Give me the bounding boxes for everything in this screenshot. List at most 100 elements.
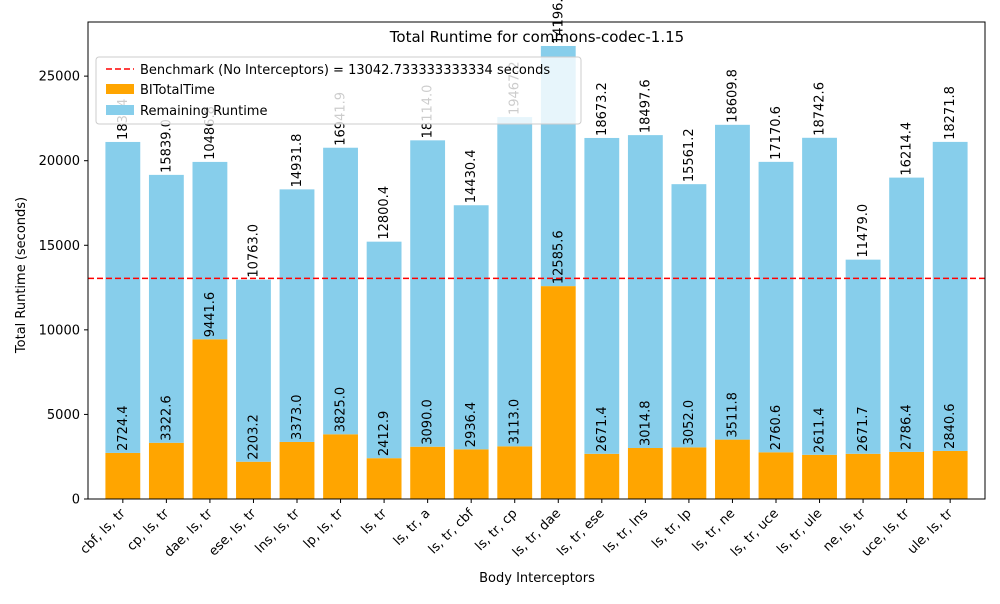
data-label-remaining-runtime: 14430.4 — [464, 149, 479, 203]
legend-swatch-bitotaltime — [106, 84, 134, 94]
x-tick-label: dae, ls, tr — [162, 506, 217, 561]
data-label-remaining-runtime: 18609.8 — [725, 69, 740, 123]
bar-bitotaltime — [889, 451, 925, 499]
legend-swatch-remaining-runtime — [106, 105, 134, 115]
data-label-bitotaltime: 2611.4 — [813, 407, 828, 453]
bar-bitotaltime — [627, 448, 663, 499]
x-tick-label: ls, tr, a — [391, 506, 434, 549]
bar-remaining-runtime — [236, 279, 271, 462]
bar-remaining-runtime — [279, 189, 315, 442]
data-label-bitotaltime: 2840.6 — [943, 403, 958, 449]
x-tick-label: ls, tr — [359, 506, 391, 538]
y-tick-label: 15000 — [39, 239, 80, 254]
bar-remaining-runtime — [715, 124, 750, 440]
bar-bitotaltime — [148, 442, 184, 499]
bar-bitotaltime — [236, 461, 271, 499]
bar-remaining-runtime — [627, 135, 663, 449]
bar-remaining-runtime — [410, 140, 446, 447]
data-label-remaining-runtime: 18271.8 — [943, 86, 958, 140]
bar-remaining-runtime — [497, 117, 533, 447]
bar-bitotaltime — [366, 458, 402, 499]
data-label-bitotaltime: 2203.2 — [246, 414, 261, 460]
x-axis-label: Body Interceptors — [479, 571, 595, 586]
bar-remaining-runtime — [671, 184, 707, 448]
legend-label-benchmark: Benchmark (No Interceptors) = 13042.7333… — [140, 63, 550, 78]
data-label-bitotaltime: 12585.6 — [551, 230, 566, 284]
bar-remaining-runtime — [192, 161, 228, 340]
bar-bitotaltime — [932, 450, 968, 499]
bar-remaining-runtime — [932, 141, 968, 451]
x-tick-label: lp, ls, tr — [301, 506, 347, 552]
data-label-remaining-runtime: 18497.6 — [638, 79, 653, 133]
data-label-bitotaltime: 3014.8 — [638, 401, 653, 447]
bar-bitotaltime — [671, 447, 707, 499]
data-label-bitotaltime: 3373.0 — [290, 394, 305, 440]
bar-bitotaltime — [540, 286, 576, 499]
data-label-remaining-runtime: 17170.6 — [769, 106, 784, 160]
bar-remaining-runtime — [105, 141, 141, 453]
x-tick-label: lns, ls, tr — [253, 506, 304, 557]
data-label-remaining-runtime: 11479.0 — [856, 204, 871, 258]
x-tick-label: ls, tr, ese — [555, 506, 608, 559]
bar-remaining-runtime — [453, 205, 489, 450]
bar-bitotaltime — [323, 434, 358, 499]
legend: Benchmark (No Interceptors) = 13042.7333… — [95, 56, 582, 125]
bar-remaining-runtime — [584, 137, 620, 454]
bar-bitotaltime — [410, 446, 446, 499]
y-tick-label: 10000 — [39, 323, 80, 338]
bar-bitotaltime — [845, 453, 881, 499]
data-label-bitotaltime: 2412.9 — [377, 411, 392, 457]
data-label-remaining-runtime: 12800.4 — [377, 186, 392, 240]
y-tick-label: 5000 — [47, 408, 80, 423]
plot-frame — [87, 21, 986, 500]
x-tick-label: ls, tr, lns — [601, 506, 651, 556]
bar-remaining-runtime — [802, 137, 837, 455]
bar-bitotaltime — [105, 452, 141, 499]
y-tick-label: 20000 — [39, 154, 80, 169]
bar-bitotaltime — [192, 339, 228, 499]
y-tick-label: 25000 — [39, 70, 80, 85]
x-tick-label: ls, tr, dae — [510, 506, 564, 560]
data-label-bitotaltime: 9441.6 — [203, 292, 218, 338]
data-label-remaining-runtime: 15839.0 — [159, 119, 174, 173]
data-label-remaining-runtime: 18742.6 — [813, 82, 828, 136]
data-label-remaining-runtime: 18673.2 — [595, 82, 610, 136]
data-label-remaining-runtime: 14931.8 — [290, 134, 305, 188]
data-label-bitotaltime: 2786.4 — [900, 404, 915, 450]
data-label-bitotaltime: 2760.6 — [769, 405, 784, 451]
bar-bitotaltime — [802, 454, 837, 499]
bar-bitotaltime — [453, 449, 489, 499]
x-tick-label: ese, ls, tr — [206, 506, 260, 560]
bar-remaining-runtime — [845, 259, 881, 454]
data-label-bitotaltime: 2936.4 — [464, 402, 479, 448]
data-label-bitotaltime: 2724.4 — [116, 405, 131, 451]
bar-bitotaltime — [715, 439, 750, 499]
x-tick-label: uce, ls, tr — [859, 506, 913, 560]
chart-title: Total Runtime for commons-codec-1.15 — [389, 28, 684, 46]
legend-box — [95, 56, 582, 125]
legend-label-bitotaltime: BITotalTime — [140, 83, 215, 98]
data-label-bitotaltime: 3825.0 — [334, 387, 349, 433]
data-label-remaining-runtime: 16214.4 — [900, 122, 915, 176]
x-tick-label: ls, tr, uce — [728, 506, 782, 560]
bar-remaining-runtime — [758, 161, 794, 453]
bar-bitotaltime — [758, 452, 794, 499]
data-label-bitotaltime: 2671.7 — [856, 406, 871, 452]
bar-bitotaltime — [497, 446, 533, 499]
data-label-remaining-runtime: 15561.2 — [682, 128, 697, 182]
bar-remaining-runtime — [148, 174, 184, 443]
x-tick-label: ls, tr, cbf — [426, 506, 477, 557]
x-tick-label: ls, tr, ule — [774, 506, 825, 557]
x-tick-label: cbf, ls, tr — [78, 506, 130, 558]
data-label-bitotaltime: 3511.8 — [725, 392, 740, 438]
y-axis-label: Total Runtime (seconds) — [14, 197, 29, 354]
data-label-bitotaltime: 3322.6 — [159, 395, 174, 441]
x-tick-label: ule, ls, tr — [905, 506, 957, 558]
bar-bitotaltime — [279, 441, 315, 499]
data-label-remaining-runtime: 10763.0 — [246, 224, 261, 278]
bar-remaining-runtime — [889, 177, 925, 452]
bar-bitotaltime — [584, 453, 620, 499]
legend-label-remaining-runtime: Remaining Runtime — [140, 104, 267, 119]
